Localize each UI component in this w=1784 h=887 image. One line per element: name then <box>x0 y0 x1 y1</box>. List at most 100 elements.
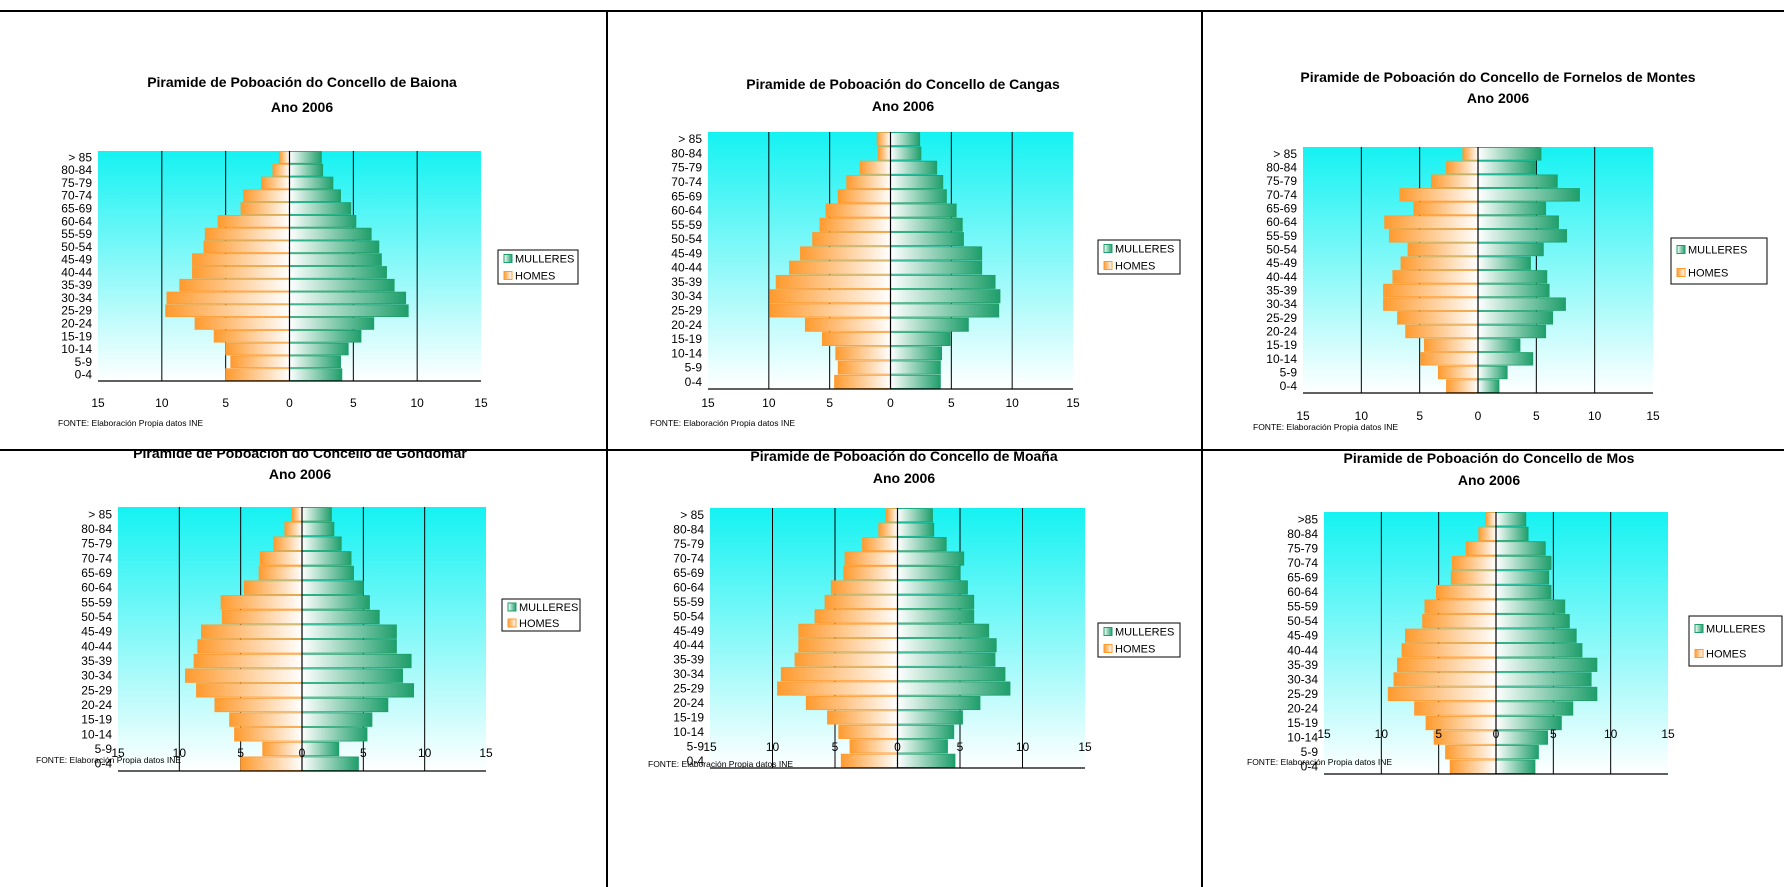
bar-mulleres <box>1478 325 1546 338</box>
bar-homes <box>1450 760 1496 773</box>
bar-mulleres <box>898 639 997 652</box>
x-tick-label: 5 <box>237 746 244 760</box>
chart-title: Piramide de Poboación do Concello de For… <box>1300 69 1695 85</box>
legend-swatch <box>1677 246 1685 254</box>
pyramid-panel-baiona: Piramide de Poboación do Concello de Bai… <box>0 12 606 449</box>
bar-mulleres <box>898 509 933 522</box>
pyramid-panel-cangas: Piramide de Poboación do Concello de Can… <box>608 12 1201 449</box>
bar-mulleres <box>1496 673 1591 686</box>
category-label: 60-64 <box>1266 215 1297 229</box>
bar-mulleres <box>1478 298 1566 311</box>
bar-mulleres <box>898 595 974 608</box>
bar-mulleres <box>898 610 974 623</box>
bar-homes <box>226 343 290 355</box>
category-label: 25-29 <box>1266 311 1297 325</box>
bar-homes <box>244 190 290 202</box>
bar-homes <box>770 290 890 303</box>
bar-homes <box>192 254 289 266</box>
x-tick-label: 15 <box>1296 409 1310 423</box>
bar-mulleres <box>891 161 937 174</box>
category-label: 25-29 <box>61 304 92 318</box>
bar-mulleres <box>1496 745 1538 758</box>
category-label: 70-74 <box>673 552 704 566</box>
pyramid-chart: Piramide de Poboación do Concello de Bai… <box>0 12 606 449</box>
legend-label: HOMES <box>1115 261 1155 273</box>
bar-homes <box>260 552 302 565</box>
category-label: 70-74 <box>1287 556 1318 570</box>
bar-mulleres <box>891 233 964 246</box>
category-label: > 85 <box>1273 147 1297 161</box>
category-label: 15-19 <box>1287 716 1318 730</box>
category-label: 35-39 <box>671 275 702 289</box>
category-label: 25-29 <box>673 682 704 696</box>
category-label: 80-84 <box>1266 161 1297 175</box>
category-label: >85 <box>1298 512 1319 526</box>
x-tick-label: 5 <box>360 746 367 760</box>
x-tick-label: 5 <box>350 396 357 410</box>
bar-mulleres <box>898 566 961 579</box>
category-label: 70-74 <box>1266 188 1297 202</box>
bar-homes <box>850 740 898 753</box>
pyramid-panel-fornelos: Piramide de Poboación do Concello de For… <box>1203 12 1784 449</box>
bar-mulleres <box>302 757 358 770</box>
bar-homes <box>194 654 302 667</box>
bar-mulleres <box>1478 148 1541 161</box>
bar-homes <box>845 552 898 565</box>
bar-mulleres <box>302 522 334 535</box>
category-label: 80-84 <box>673 523 704 537</box>
x-tick-label: 5 <box>222 396 229 410</box>
bar-mulleres <box>302 728 367 741</box>
bar-homes <box>820 218 891 231</box>
category-label: 30-34 <box>1266 297 1297 311</box>
bar-mulleres <box>1478 271 1547 284</box>
bar-homes <box>781 667 897 680</box>
legend-label: HOMES <box>519 618 559 630</box>
bar-mulleres <box>898 523 934 536</box>
bar-mulleres <box>1496 600 1565 613</box>
category-label: 65-69 <box>673 566 704 580</box>
bar-mulleres <box>891 332 951 345</box>
bar-mulleres <box>290 279 395 291</box>
bar-mulleres <box>898 696 981 709</box>
x-tick-label: 5 <box>1550 727 1557 741</box>
bar-homes <box>1394 673 1496 686</box>
bar-mulleres <box>1478 257 1531 270</box>
chart-title: Piramide de Poboación do Concello de Moa… <box>750 451 1057 464</box>
x-tick-label: 5 <box>832 740 839 754</box>
bar-mulleres <box>1496 731 1548 744</box>
bar-homes <box>1425 600 1496 613</box>
legend-swatch <box>508 619 516 627</box>
legend-swatch <box>1104 262 1112 270</box>
category-label: 5-9 <box>685 361 703 375</box>
bar-homes <box>226 369 290 381</box>
legend-label: MULLERES <box>515 254 574 266</box>
category-label: 65-69 <box>1266 202 1297 216</box>
bar-homes <box>790 261 891 274</box>
bar-homes <box>1405 629 1496 642</box>
category-label: > 85 <box>678 132 702 146</box>
bar-mulleres <box>302 713 372 726</box>
bar-mulleres <box>898 667 1006 680</box>
bar-homes <box>274 537 302 550</box>
bar-mulleres <box>1496 527 1528 540</box>
x-tick-label: 10 <box>1005 396 1019 410</box>
pyramid-chart: Piramide de Poboación do Concello de Gon… <box>0 451 606 887</box>
category-label: 75-79 <box>1287 541 1318 555</box>
bar-homes <box>180 279 290 291</box>
bar-mulleres <box>1478 202 1546 215</box>
bar-homes <box>205 228 289 240</box>
bar-mulleres <box>891 261 982 274</box>
category-label: 15-19 <box>81 713 112 727</box>
x-tick-label: 15 <box>703 740 717 754</box>
bar-homes <box>1397 658 1496 671</box>
bar-homes <box>185 669 302 682</box>
legend-swatch <box>504 272 512 280</box>
bar-homes <box>1388 687 1496 700</box>
bar-mulleres <box>290 318 374 330</box>
category-label: 55-59 <box>673 595 704 609</box>
category-label: 55-59 <box>671 218 702 232</box>
bar-homes <box>839 725 898 738</box>
category-label: 40-44 <box>81 639 112 653</box>
bar-mulleres <box>891 175 943 188</box>
bar-mulleres <box>891 318 969 331</box>
